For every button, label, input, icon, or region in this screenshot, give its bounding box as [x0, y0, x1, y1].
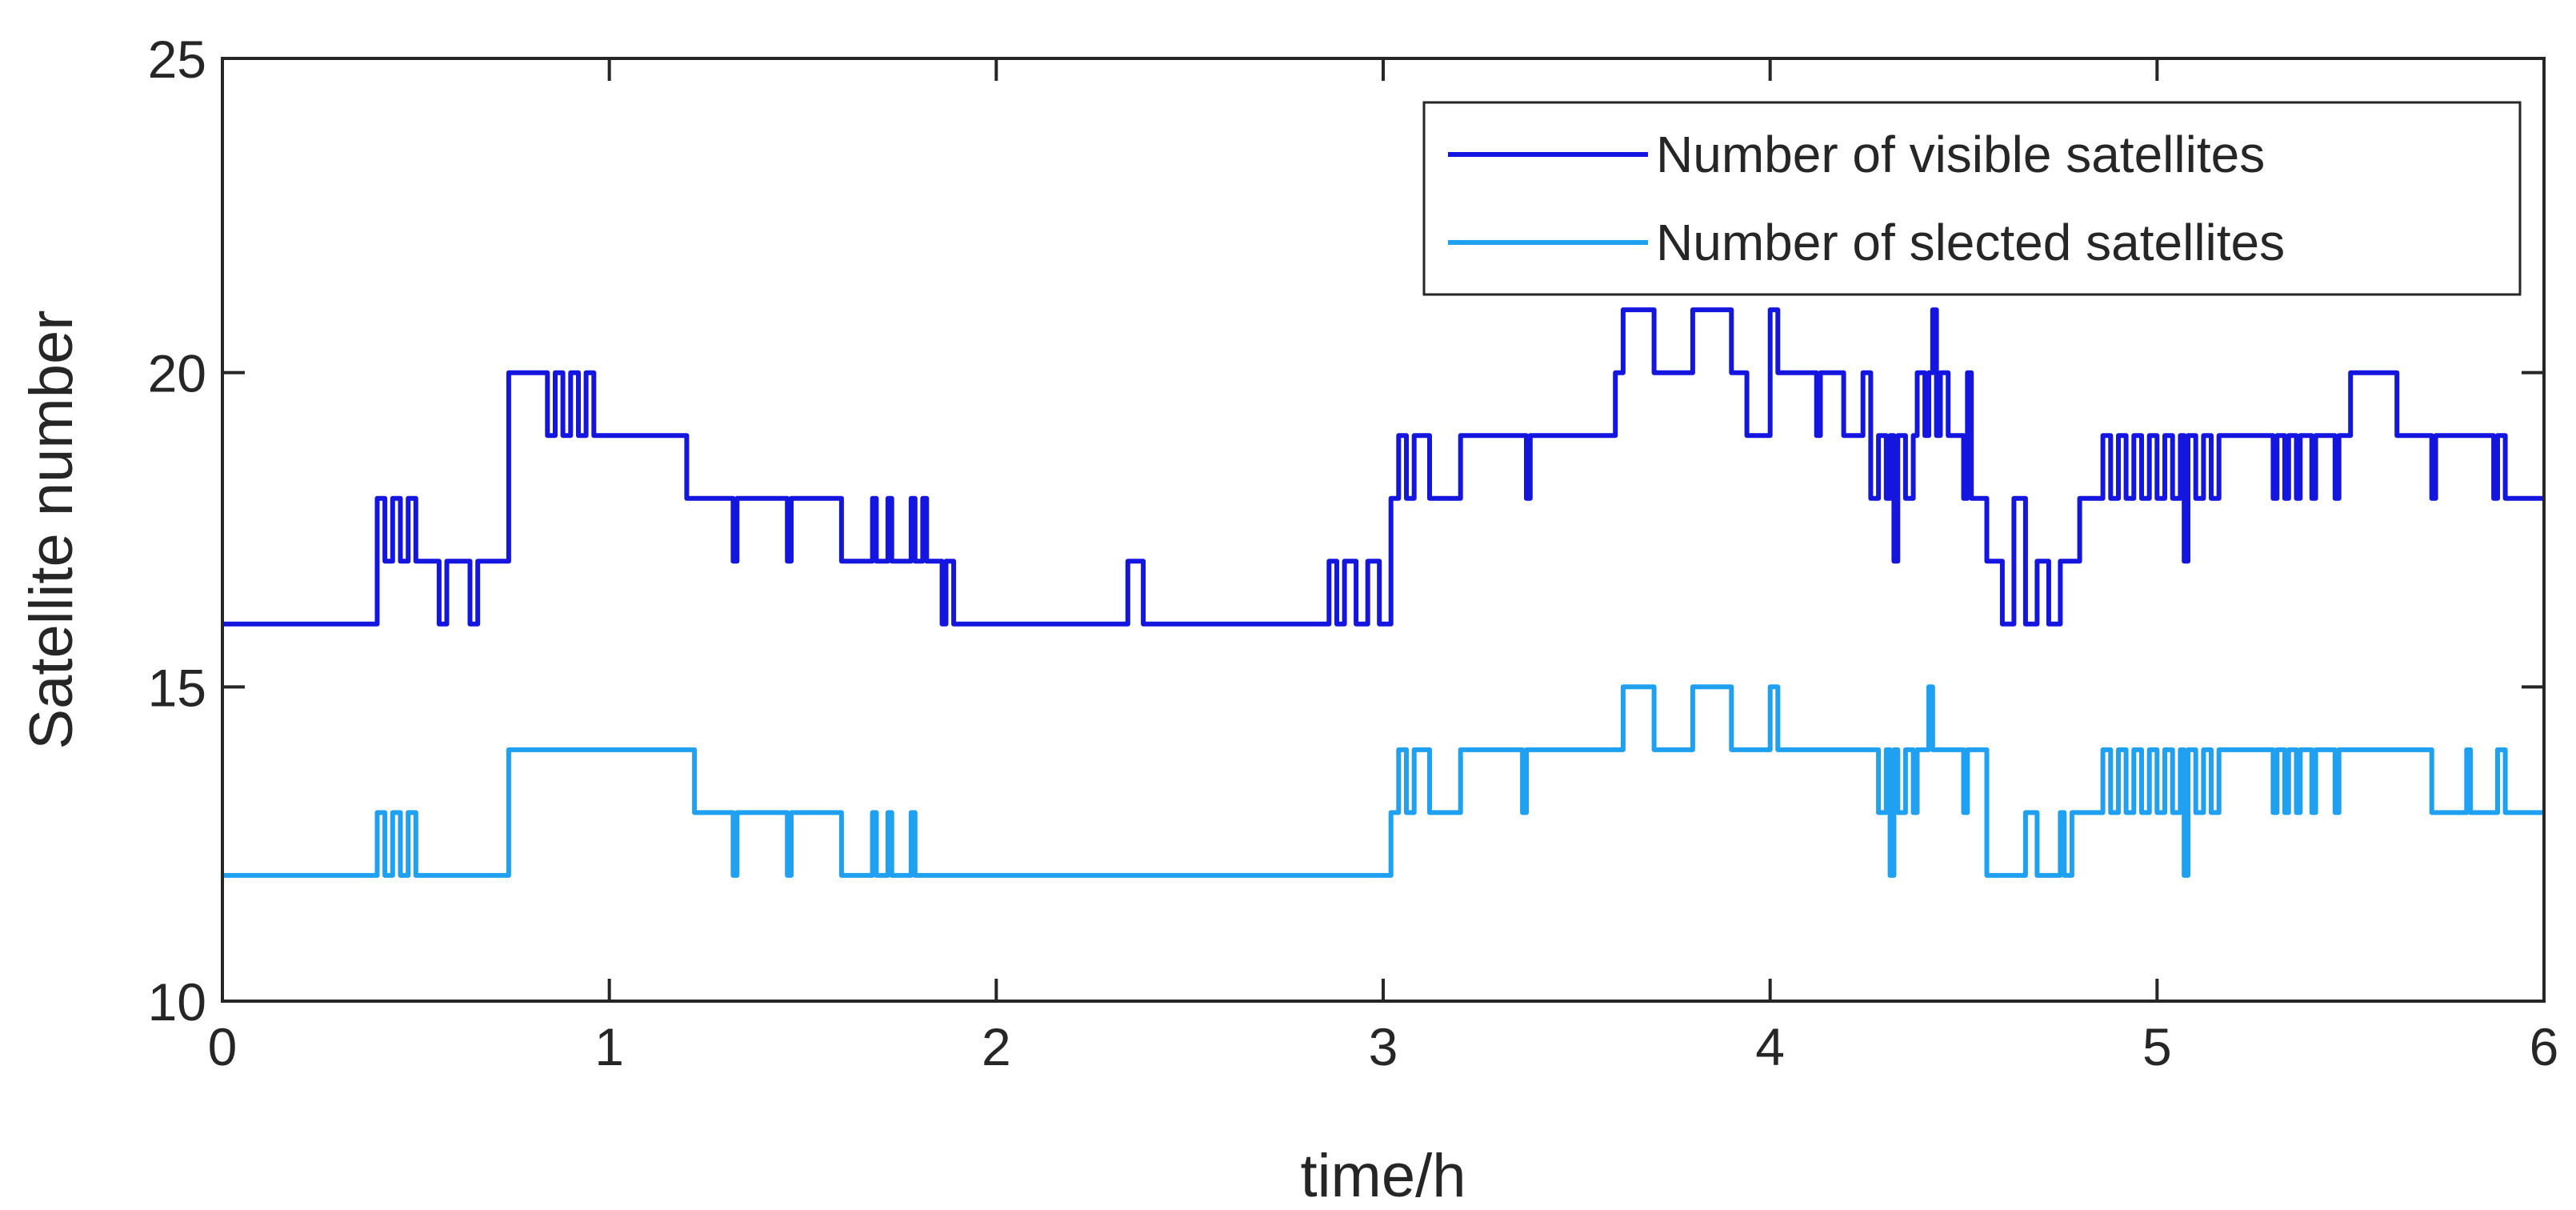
y-tick-label-3: 25 — [148, 30, 206, 89]
axes-box — [221, 57, 2546, 1003]
x-axis-label: time/h — [1301, 1142, 1466, 1210]
legend-box — [1422, 101, 2522, 296]
legend-label-selected: Number of slected satellites — [1656, 214, 2285, 271]
x-tick-label-0: 0 — [208, 1017, 238, 1076]
x-tick-label-5: 5 — [2142, 1017, 2172, 1076]
legend: Number of visible satellites Number of s… — [1422, 101, 2522, 296]
series-layer — [222, 307, 2544, 878]
x-tick-label-2: 2 — [982, 1017, 1011, 1076]
y-tick-label-0: 10 — [148, 972, 206, 1032]
x-tick-label-4: 4 — [1755, 1017, 1785, 1076]
y-axis-label: Satellite number — [18, 310, 86, 749]
x-tick-label-6: 6 — [2530, 1017, 2559, 1076]
x-tick-label-3: 3 — [1369, 1017, 1398, 1076]
tick-layer: 0 1 2 3 4 5 6 10 15 20 25 — [148, 30, 2559, 1076]
series-line-0 — [222, 307, 2544, 627]
series-line-1 — [222, 684, 2544, 878]
y-tick-label-2: 20 — [148, 344, 206, 403]
x-tick-label-1: 1 — [594, 1017, 624, 1076]
y-tick-label-1: 15 — [148, 658, 206, 717]
legend-label-visible: Number of visible satellites — [1656, 126, 2265, 183]
